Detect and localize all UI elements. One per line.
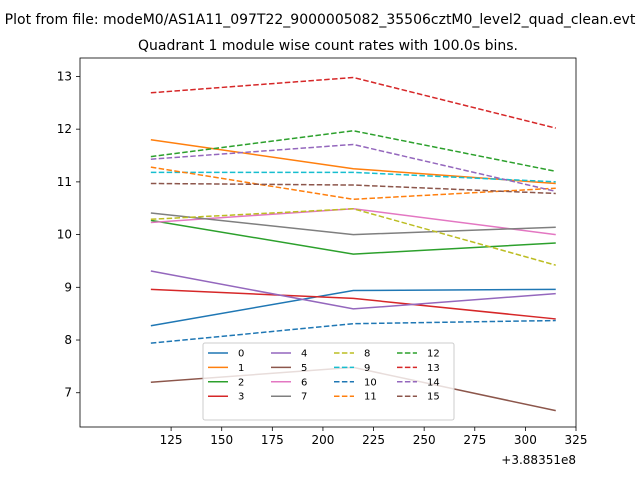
axes: 125 150 175 200 225 250 275 300 325+3.88351e8789…: [57, 57, 588, 467]
series-line-7: [150, 212, 556, 236]
legend-label-6: 6: [301, 377, 307, 388]
x-tick-label: 150: [210, 433, 233, 447]
legend-label-5: 5: [301, 363, 307, 374]
chart-supertitle: Plot from file: modeM0/AS1A11_097T22_900…: [5, 12, 636, 28]
legend-label-13: 13: [427, 363, 440, 374]
legend-label-9: 9: [364, 363, 370, 374]
legend-label-7: 7: [301, 392, 307, 403]
x-tick-label: 325: [565, 433, 588, 447]
chart-title: Quadrant 1 module wise count rates with …: [138, 38, 518, 54]
legend-label-12: 12: [427, 349, 440, 360]
series-line-14: [150, 143, 556, 193]
legend-label-3: 3: [238, 392, 244, 403]
y-tick-label: 9: [64, 280, 72, 294]
legend-label-8: 8: [364, 349, 370, 360]
x-tick-label: 175: [261, 433, 284, 447]
series-line-8: [150, 208, 556, 266]
series-line-4: [150, 270, 556, 310]
series-line-2: [150, 219, 556, 255]
y-tick-label: 11: [57, 175, 72, 189]
series-line-1: [150, 138, 556, 185]
legend-label-11: 11: [364, 392, 377, 403]
x-tick-label: 300: [514, 433, 537, 447]
y-tick-label: 10: [57, 228, 72, 242]
series-line-11: [150, 166, 556, 201]
axes-frame: [79, 57, 577, 428]
legend-label-0: 0: [238, 349, 244, 360]
series-line-15: [150, 182, 556, 195]
x-tick-label: 250: [413, 433, 436, 447]
legend-label-15: 15: [427, 392, 440, 403]
x-offset-label: +3.88351e8: [501, 453, 576, 467]
x-tick-label: 200: [311, 433, 334, 447]
x-tick-label: 225: [362, 433, 385, 447]
series-line-13: [150, 76, 556, 129]
legend-label-4: 4: [301, 349, 307, 360]
series-line-9: [150, 171, 556, 183]
series-line-12: [150, 129, 556, 173]
series-line-10: [150, 319, 556, 344]
series-line-0: [150, 288, 556, 327]
legend-label-10: 10: [364, 377, 377, 388]
legend-label-1: 1: [238, 363, 244, 374]
legend-label-14: 14: [427, 377, 440, 388]
x-tick-label: 275: [463, 433, 486, 447]
y-tick-label: 12: [57, 122, 72, 136]
y-tick-label: 8: [64, 333, 72, 347]
legend-label-2: 2: [238, 377, 244, 388]
y-tick-label: 7: [64, 386, 72, 400]
y-tick-label: 13: [57, 69, 72, 83]
legend-box: [202, 342, 455, 421]
x-tick-label: 125: [160, 433, 183, 447]
series-line-3: [150, 288, 556, 320]
